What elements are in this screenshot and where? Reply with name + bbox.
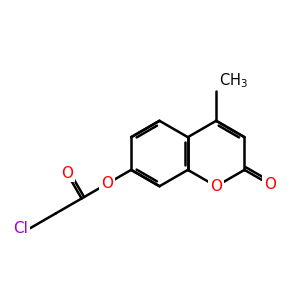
Text: O: O	[61, 166, 73, 181]
Text: O: O	[101, 176, 113, 191]
Text: O: O	[264, 177, 276, 192]
Text: CH$_3$: CH$_3$	[219, 71, 248, 90]
Text: O: O	[210, 179, 222, 194]
Text: Cl: Cl	[14, 221, 28, 236]
